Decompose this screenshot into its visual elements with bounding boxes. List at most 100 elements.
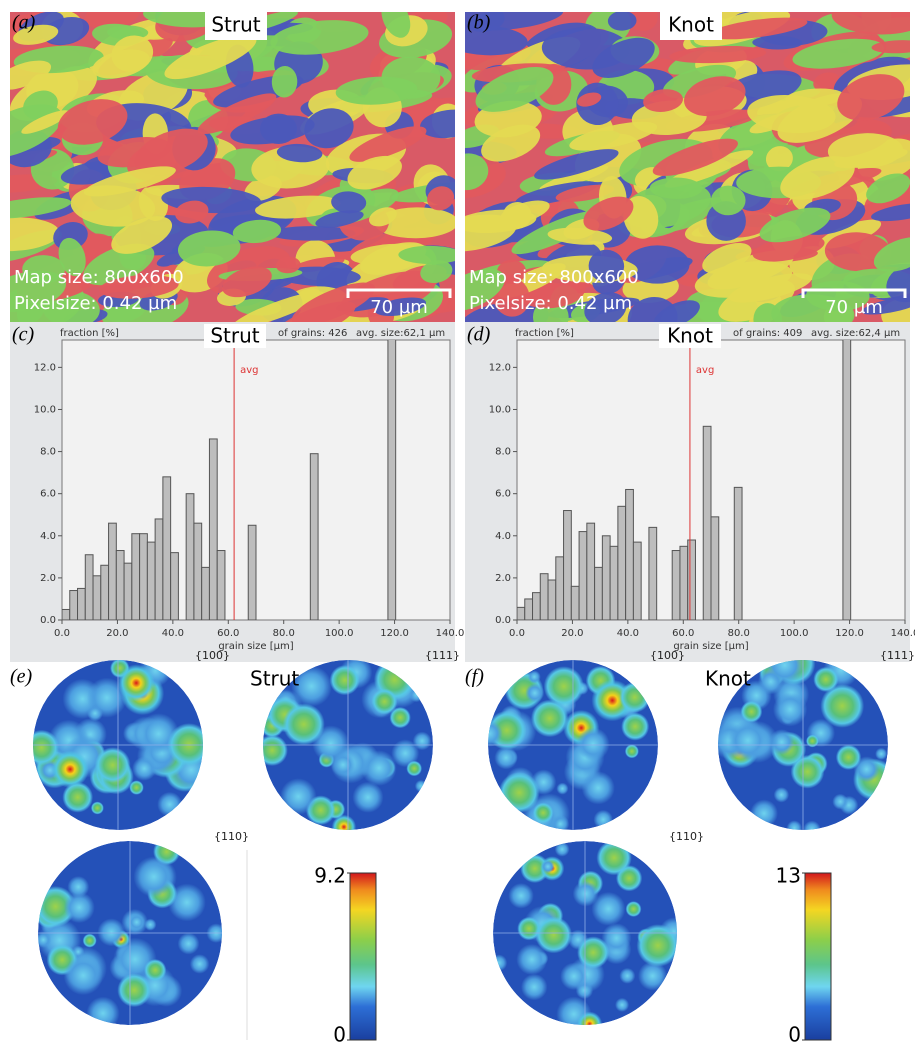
bar	[132, 534, 140, 620]
y-tick-label: 2.0	[495, 573, 511, 584]
panel-label: (d)	[467, 324, 491, 346]
x-tick-label: 20.0	[561, 628, 583, 639]
pf-blob	[389, 707, 410, 728]
bar	[602, 536, 610, 620]
bar	[540, 574, 548, 620]
y-axis-label: fraction [%]	[515, 328, 574, 339]
grain-count: of grains: 409	[733, 328, 802, 339]
panel-label: (f)	[465, 666, 484, 688]
y-axis-label: fraction [%]	[60, 328, 119, 339]
bar	[564, 511, 572, 620]
pf-blob	[596, 840, 631, 875]
y-tick-label: 8.0	[495, 447, 511, 458]
pole-figure	[490, 840, 688, 1037]
pole-figure	[24, 655, 212, 830]
y-tick-label: 10.0	[34, 404, 56, 415]
bar	[548, 580, 556, 620]
pf-blob	[637, 924, 680, 967]
figure: (a)StrutMap size: 800x600Pixelsize: 0.42…	[0, 0, 915, 1047]
bar	[109, 523, 117, 620]
bar	[626, 489, 634, 620]
pf-blob	[791, 755, 825, 789]
colorbar	[350, 873, 376, 1040]
panel-title: Knot	[667, 324, 713, 348]
pf-blob	[528, 670, 541, 683]
pf-label: {110}	[669, 830, 704, 843]
x-tick-label: 120.0	[835, 628, 864, 639]
x-tick-label: 80.0	[273, 628, 295, 639]
pf-blob	[91, 802, 104, 815]
bar	[202, 567, 210, 620]
bar	[78, 588, 86, 620]
bar	[587, 523, 595, 620]
x-tick-label: 20.0	[106, 628, 128, 639]
bar	[62, 609, 70, 620]
bar	[124, 563, 132, 620]
pf-blob	[64, 956, 103, 995]
pf-blob	[521, 974, 547, 1000]
y-tick-label: 12.0	[34, 362, 56, 373]
map-size: Map size: 800x600	[14, 267, 184, 288]
pf-blob	[533, 802, 554, 823]
y-tick-label: 6.0	[40, 489, 56, 500]
bar	[711, 517, 719, 620]
pf-blob	[490, 954, 507, 971]
bar	[556, 557, 564, 620]
pf-blob	[117, 973, 151, 1007]
colorbar	[805, 873, 831, 1040]
pf-blob	[531, 700, 569, 738]
pf-blob	[415, 780, 427, 792]
avg-label: avg	[240, 365, 258, 376]
panel-label: (c)	[12, 324, 35, 346]
pf-blob	[280, 778, 317, 815]
bar	[688, 540, 696, 620]
bar	[618, 506, 626, 620]
pf-blob	[556, 783, 568, 795]
pf-blob	[331, 753, 355, 777]
pf-blob	[619, 682, 650, 713]
pf-blob	[803, 821, 821, 839]
pf-blob	[352, 782, 383, 813]
pf-blob	[330, 665, 360, 695]
pf-blob	[494, 746, 517, 769]
pf-blob	[190, 954, 210, 974]
scale-bar-label: 70 µm	[825, 297, 883, 318]
bar	[649, 527, 657, 620]
x-tick-label: 100.0	[780, 628, 809, 639]
bar	[248, 525, 256, 620]
x-tick-label: 120.0	[380, 628, 409, 639]
y-tick-label: 6.0	[495, 489, 511, 500]
pf-blob	[619, 968, 635, 984]
bar	[843, 325, 851, 620]
pole-figure	[35, 838, 226, 1030]
pf-blob	[576, 728, 609, 761]
y-tick-label: 10.0	[489, 404, 511, 415]
map-size: Map size: 800x600	[469, 267, 639, 288]
pf-blob	[615, 998, 629, 1012]
pf-blob	[875, 748, 887, 760]
pf-blob	[591, 892, 625, 926]
pf-blob	[133, 856, 174, 897]
pf-blob	[774, 787, 789, 802]
bar	[388, 325, 396, 620]
colorbar-min: 0	[333, 1023, 346, 1047]
panel-label: (b)	[467, 12, 491, 34]
pf-blob	[535, 916, 572, 953]
pf-blob	[62, 782, 93, 813]
y-tick-label: 0.0	[495, 615, 511, 626]
bar	[186, 494, 194, 620]
x-tick-label: 40.0	[162, 628, 184, 639]
colorbar-max: 9.2	[314, 864, 346, 888]
pf-blob	[97, 918, 125, 946]
pf-blob	[128, 914, 145, 931]
y-tick-label: 4.0	[40, 531, 56, 542]
pf-blob	[577, 936, 609, 968]
x-tick-label: 80.0	[728, 628, 750, 639]
avg-label: avg	[696, 365, 714, 376]
x-tick-label: 140.0	[891, 628, 915, 639]
pf-blob	[508, 883, 534, 909]
bar	[525, 599, 533, 620]
bar	[217, 551, 225, 620]
panel-title: Knot	[668, 13, 714, 37]
avg-size: avg. size:62,1 µm	[356, 328, 445, 339]
